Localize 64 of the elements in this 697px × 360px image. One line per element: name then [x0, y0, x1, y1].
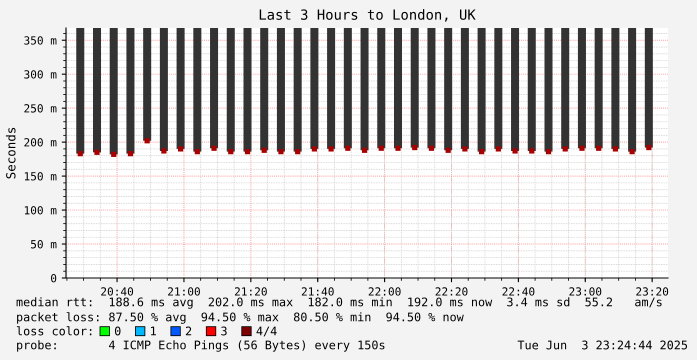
point [178, 146, 184, 152]
y-tick-label: 150 m [24, 172, 56, 181]
point [612, 146, 618, 152]
point [295, 149, 300, 154]
point [262, 148, 267, 153]
point [529, 148, 534, 154]
point [378, 146, 384, 151]
legend-label: 0 [114, 326, 121, 336]
y-tick-label: 350 m [24, 36, 56, 45]
x-tick-label: 22:20 [436, 287, 468, 296]
point [161, 148, 166, 154]
y-tick-label: 200 m [24, 138, 56, 147]
point [646, 144, 652, 150]
legend-label: 3 [221, 326, 227, 336]
point [144, 138, 150, 144]
point [446, 148, 451, 153]
x-tick-label: 21:20 [234, 287, 267, 296]
point [496, 146, 501, 152]
point [596, 146, 602, 151]
y-tick-label: 250 m [24, 104, 56, 113]
point [395, 146, 401, 151]
point [244, 149, 250, 154]
x-tick-label: 22:40 [502, 287, 534, 296]
point [462, 146, 468, 152]
point [94, 150, 100, 155]
text: probe: 4 ICMP Echo Pings (56 Bytes) every 150s [17, 340, 384, 352]
x-tick-label: 21:00 [168, 287, 200, 296]
legend-label: 4/4 [256, 326, 277, 336]
point [428, 146, 434, 151]
legend-label: 1 [151, 326, 156, 336]
point [111, 152, 116, 157]
point [78, 151, 83, 156]
text: Tue Jun 3 23:24:44 2025 [518, 340, 688, 350]
point [278, 149, 284, 154]
legend-label: 2 [186, 326, 192, 336]
text: packet loss: 87.50 % avg 94.50 % max 80.50 % min 94.50 % now [17, 312, 464, 324]
point [412, 144, 418, 150]
point [562, 146, 568, 152]
y-tick-label: 0 [51, 274, 56, 282]
chart-title: Last 3 Hours to London, UK [260, 9, 476, 22]
x-tick-label: 21:40 [302, 287, 334, 296]
y-tick-label: 300 m [24, 70, 56, 79]
text: median rtt: 188.6 ms avg 202.0 ms max 182.0 ms min 192.0 ms now 3.4 ms sd 55.2 am/s [16, 297, 662, 309]
point [228, 149, 234, 154]
x-tick-label: 23:00 [569, 287, 602, 296]
point [579, 146, 585, 151]
x-tick-label: 23:20 [636, 287, 668, 296]
x-tick-label: 22:00 [368, 287, 401, 296]
y-tick-label: 100 m [24, 206, 56, 214]
point [194, 149, 200, 154]
legend-title: loss color: [16, 326, 92, 336]
point [362, 148, 368, 153]
y-tick-label: 50 m [30, 240, 56, 248]
point [128, 151, 134, 156]
point [630, 149, 635, 154]
point [211, 146, 217, 151]
point [312, 146, 317, 152]
point [345, 146, 350, 151]
x-tick-label: 20:40 [101, 287, 134, 296]
point [328, 146, 334, 152]
point [546, 149, 552, 154]
y-axis-title: Seconds [6, 128, 16, 178]
point [512, 148, 518, 154]
point [479, 149, 484, 154]
